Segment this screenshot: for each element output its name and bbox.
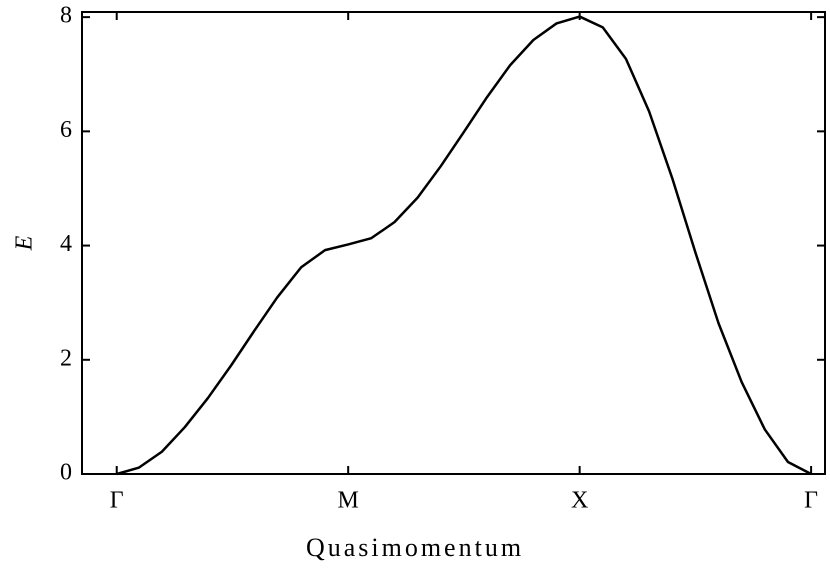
y-tick-label: 4 bbox=[60, 231, 72, 257]
data-line bbox=[116, 15, 812, 476]
y-tick-label: 2 bbox=[60, 345, 72, 371]
x-tick-label: Γ bbox=[110, 488, 124, 514]
x-tick-label: M bbox=[338, 488, 359, 514]
x-tick-label: Γ bbox=[804, 488, 818, 514]
x-axis-label: Quasimomentum bbox=[306, 533, 524, 562]
y-axis-label: E bbox=[12, 235, 38, 251]
x-tick-label: X bbox=[571, 488, 588, 514]
y-tick-label: 6 bbox=[60, 117, 72, 143]
y-tick-label: 8 bbox=[60, 3, 72, 29]
y-tick-label: 0 bbox=[60, 460, 72, 486]
plot-frame bbox=[81, 11, 826, 475]
